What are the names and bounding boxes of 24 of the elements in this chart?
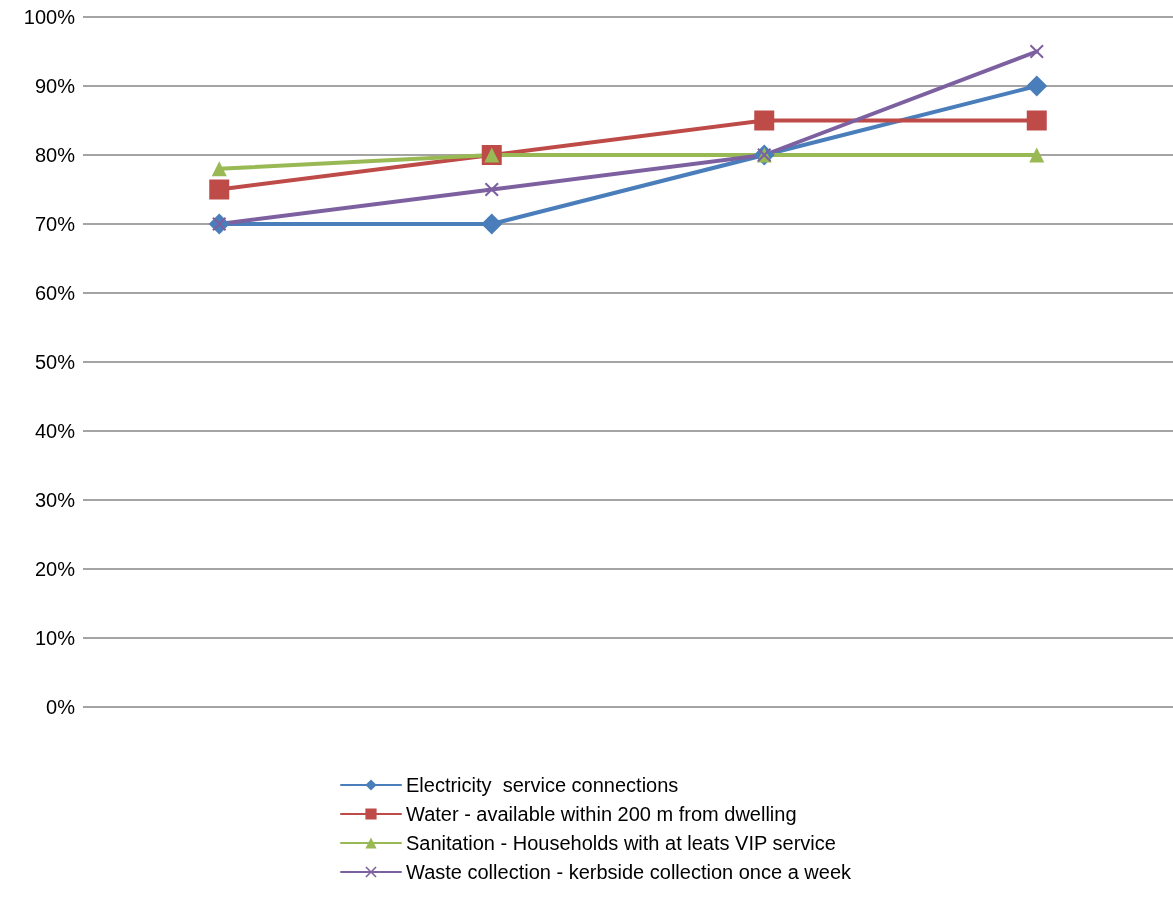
y-tick-label: 60% xyxy=(34,282,76,304)
y-tick-label: 100% xyxy=(23,6,76,28)
y-tick-label: 80% xyxy=(34,144,76,166)
point xyxy=(754,110,775,131)
point xyxy=(211,161,227,177)
point xyxy=(1029,147,1045,163)
y-tick-label: 50% xyxy=(34,351,76,373)
point xyxy=(1026,110,1047,131)
legend-label: Waste collection - kerbside collection once a week xyxy=(406,861,853,883)
legend-label: Sanitation - Households with at leats VIP service xyxy=(406,832,836,854)
y-tick-label: 70% xyxy=(34,213,76,235)
y-tick-label: 90% xyxy=(34,75,76,97)
legend-label: Water - available within 200 m from dwelling xyxy=(406,803,797,825)
point xyxy=(1026,75,1048,97)
point xyxy=(1029,44,1044,59)
point xyxy=(209,179,230,200)
y-tick-label: 0% xyxy=(46,696,76,718)
point xyxy=(481,213,503,235)
y-tick-label: 40% xyxy=(34,420,76,442)
y-tick-label: 10% xyxy=(34,627,76,649)
point xyxy=(484,182,499,197)
y-tick-label: 20% xyxy=(34,558,76,580)
legend-label: Electricity service connections xyxy=(406,774,679,796)
y-tick-label: 30% xyxy=(34,489,76,511)
